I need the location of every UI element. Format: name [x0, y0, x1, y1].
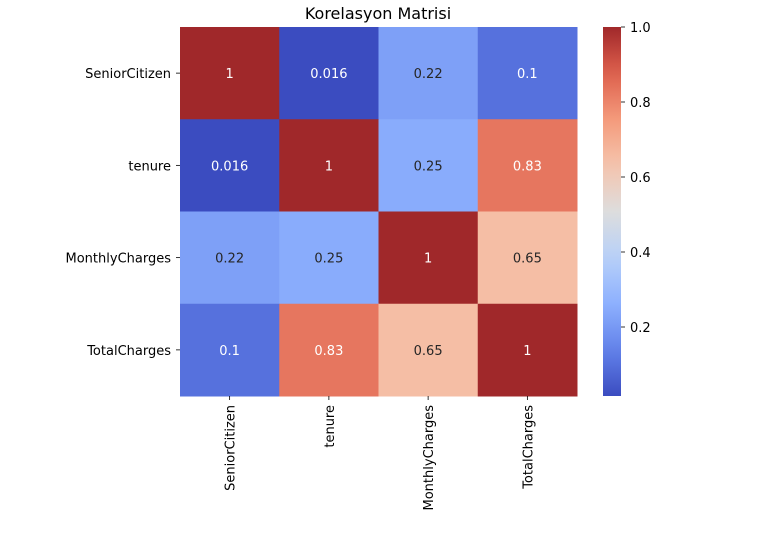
heatmap-cell [378, 303, 479, 397]
colorbar-tick-label: 0.8 [630, 96, 651, 111]
heatmap-cell [180, 119, 280, 212]
heatmap-cell [477, 119, 578, 212]
heatmap-cell [180, 303, 280, 397]
heatmap-cell [477, 303, 578, 397]
cell-annotation: 0.22 [414, 67, 443, 82]
colorbar-tick-label: 0.6 [630, 171, 651, 186]
heatmap-cell [477, 27, 578, 120]
cell-annotation: 0.83 [513, 159, 542, 174]
cell-annotation: 0.25 [414, 159, 443, 174]
cell-annotation: 0.22 [215, 252, 244, 267]
cell-annotation: 1 [523, 344, 531, 359]
row-tick-label: tenure [128, 159, 171, 174]
column-tick-label: SeniorCitizen [224, 405, 239, 491]
cell-annotation: 1 [325, 159, 333, 174]
cell-annotation: 0.65 [513, 252, 542, 267]
colorbar-gradient [603, 27, 621, 396]
heatmap-cell [378, 211, 479, 305]
column-tick-label: tenure [323, 405, 338, 448]
row-tick-label: TotalCharges [86, 344, 171, 359]
row-tick-labels: SeniorCitizen tenure MonthlyCharges TotalCh… [66, 67, 180, 359]
heatmap-cell [279, 119, 379, 212]
heatmap-cell [279, 303, 379, 397]
column-tick-label: TotalCharges [521, 405, 536, 490]
colorbar-tick-label: 1.0 [630, 21, 651, 36]
cell-annotation: 0.016 [310, 67, 347, 82]
heatmap-cell [378, 119, 479, 212]
colorbar-tick-label: 0.4 [630, 246, 651, 261]
heatmap-cells: 1 0.016 0.22 0.1 0.016 1 0.25 0.83 0.22 0.25 1 0.65… [180, 27, 578, 397]
cell-annotation: 0.25 [314, 252, 343, 267]
heatmap-cell [279, 211, 379, 305]
row-tick-label: MonthlyCharges [66, 252, 172, 267]
heatmap-cell [378, 27, 479, 120]
colorbar-tick-label: 0.2 [630, 321, 651, 336]
heatmap-cell [279, 27, 379, 120]
chart-title: Korelasyon Matrisi [305, 4, 451, 23]
cell-annotation: 0.1 [219, 344, 240, 359]
heatmap-cell [180, 211, 280, 305]
heatmap-cell [180, 27, 280, 120]
cell-annotation: 1 [225, 67, 233, 82]
heatmap-cell [477, 211, 578, 305]
colorbar: 0.2 0.4 0.6 0.8 1.0 [603, 21, 651, 396]
cell-annotation: 0.1 [517, 67, 538, 82]
cell-annotation: 1 [424, 252, 432, 267]
cell-annotation: 0.016 [211, 159, 248, 174]
row-tick-label: SeniorCitizen [85, 67, 171, 82]
column-tick-label: MonthlyCharges [422, 405, 437, 511]
column-tick-labels: SeniorCitizen tenure MonthlyCharges TotalCh… [224, 396, 536, 511]
cell-annotation: 0.65 [414, 344, 443, 359]
cell-annotation: 0.83 [314, 344, 343, 359]
